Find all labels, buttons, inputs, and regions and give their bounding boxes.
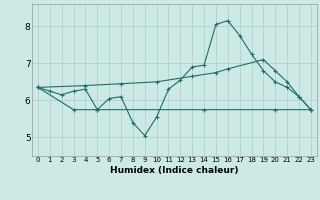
- X-axis label: Humidex (Indice chaleur): Humidex (Indice chaleur): [110, 166, 239, 175]
